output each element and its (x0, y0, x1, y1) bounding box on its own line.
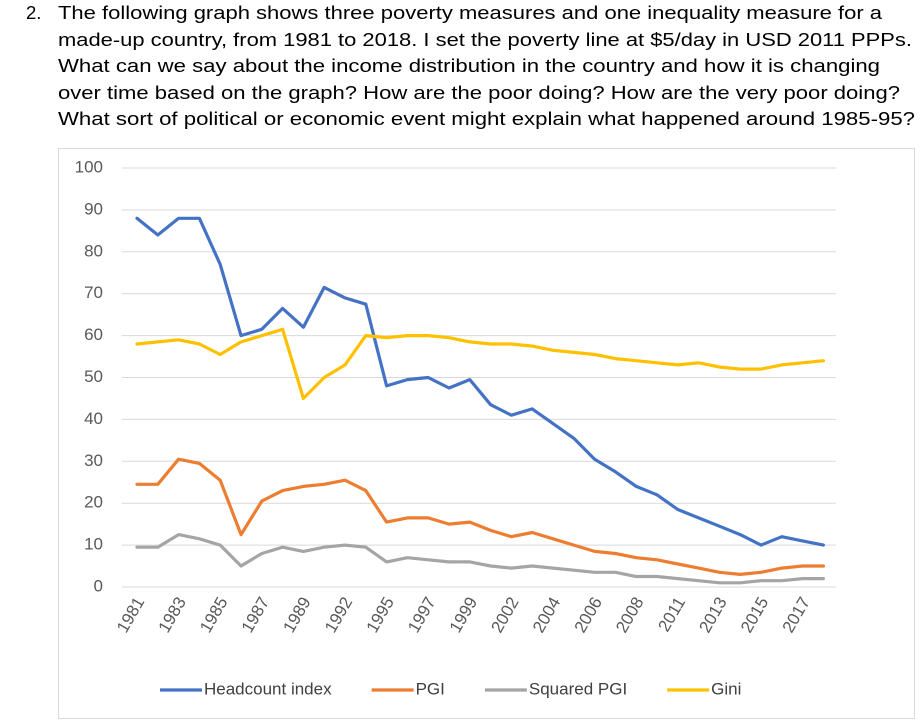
y-tick-label: 50 (84, 367, 103, 386)
x-tick-label: 2006 (571, 594, 606, 636)
x-tick-label: 1997 (404, 594, 439, 636)
question-line: The following graph shows three poverty … (58, 2, 883, 23)
x-tick-label: 2011 (654, 594, 689, 635)
series-line (135, 457, 825, 576)
question-line: over time based on the graph? How are th… (58, 82, 900, 103)
y-tick-label: 80 (84, 241, 103, 260)
x-tick-label: 2015 (737, 594, 772, 636)
y-tick-label: 100 (75, 157, 103, 176)
legend-label: PGI (416, 679, 445, 698)
series-line (135, 216, 825, 547)
legend-label: Squared PGI (529, 679, 627, 698)
legend-label: Headcount index (204, 679, 332, 698)
series-line (135, 327, 825, 400)
question-number: 2. (26, 2, 41, 23)
y-tick-label: 90 (84, 199, 103, 218)
legend-label: Gini (711, 679, 741, 698)
x-tick-label: 1981 (113, 594, 148, 636)
question-line: made-up country, from 1981 to 2018. I se… (58, 29, 912, 50)
x-tick-label: 1985 (196, 594, 231, 636)
x-tick-label: 1995 (363, 594, 398, 636)
y-tick-label: 40 (84, 409, 103, 428)
y-tick-label: 0 (94, 576, 103, 595)
x-tick-label: 2008 (612, 594, 647, 636)
y-tick-label: 20 (84, 493, 103, 512)
y-tick-label: 10 (84, 535, 103, 554)
x-tick-label: 1999 (446, 594, 481, 636)
x-tick-label: 1987 (238, 594, 273, 636)
series-line (135, 533, 825, 585)
x-tick-label: 2017 (779, 594, 814, 636)
y-tick-label: 60 (84, 325, 103, 344)
chart-frame (58, 148, 915, 719)
x-tick-label: 2013 (695, 594, 730, 636)
x-tick-label: 1983 (155, 594, 190, 636)
question-line: What sort of political or economic event… (58, 108, 915, 129)
y-tick-label: 70 (84, 283, 103, 302)
question-line: What can we say about the income distrib… (58, 55, 880, 76)
x-tick-label: 2002 (487, 594, 522, 636)
x-tick-label: 1989 (279, 594, 314, 636)
x-tick-label: 2004 (529, 594, 564, 636)
y-tick-label: 30 (84, 451, 103, 470)
x-tick-label: 1992 (321, 594, 356, 636)
